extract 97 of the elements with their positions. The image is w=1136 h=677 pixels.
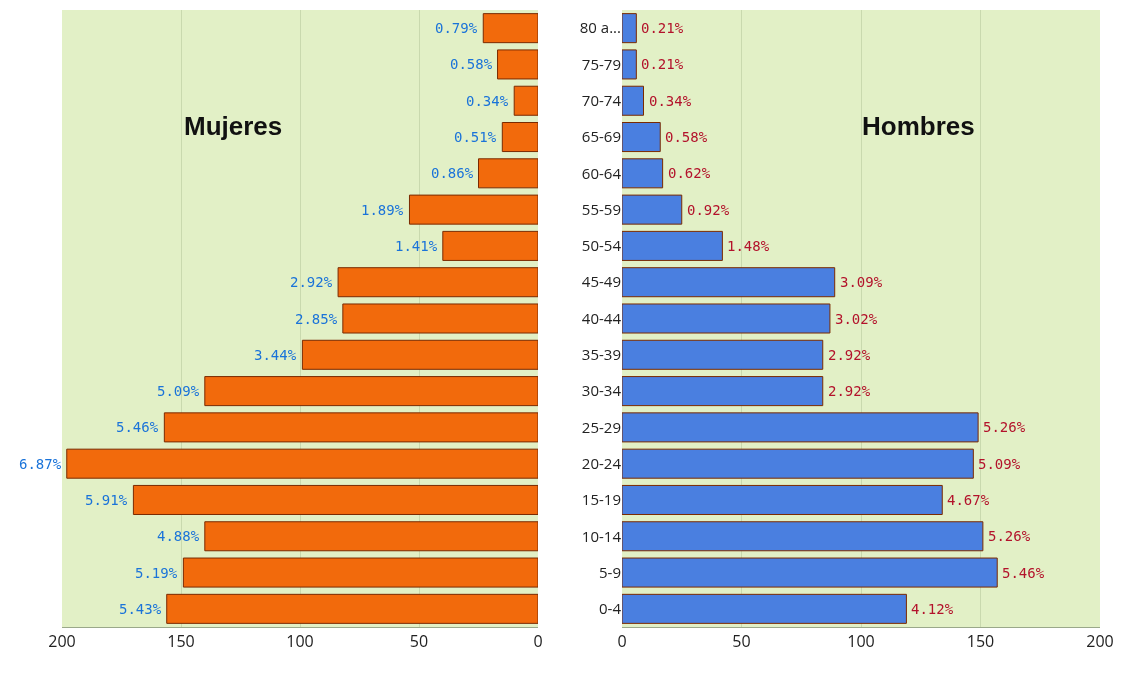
y-tick-label: 15-19 bbox=[581, 489, 621, 510]
y-tick-label: 20-24 bbox=[581, 452, 622, 473]
annotation: 3.02% bbox=[835, 311, 878, 327]
annotation: 2.92% bbox=[828, 383, 871, 399]
bar bbox=[166, 593, 538, 624]
annotation: 2.92% bbox=[290, 274, 333, 290]
annotation: 1.48% bbox=[727, 238, 770, 254]
y-tick-label: 45-49 bbox=[581, 271, 621, 292]
y-tick-label: 0-4 bbox=[599, 598, 622, 619]
bar bbox=[622, 412, 979, 443]
bar bbox=[622, 122, 661, 153]
annotation: 2.85% bbox=[295, 311, 338, 327]
bar bbox=[337, 267, 538, 298]
annotation: 5.26% bbox=[988, 528, 1031, 544]
bar bbox=[622, 521, 984, 552]
bar bbox=[204, 376, 538, 407]
annotation: 0.92% bbox=[687, 202, 730, 218]
y-tick-label: 75-79 bbox=[581, 53, 621, 74]
annotation: 0.58% bbox=[665, 129, 708, 145]
bar bbox=[622, 303, 831, 334]
annotation: 5.26% bbox=[983, 419, 1026, 435]
annotation: 2.92% bbox=[828, 347, 871, 363]
y-tick-label: 65-69 bbox=[581, 126, 621, 147]
x-tick-label: 50 bbox=[409, 630, 429, 653]
annotation: 3.09% bbox=[840, 274, 883, 290]
annotation: 1.41% bbox=[395, 238, 438, 254]
y-tick-label: 30-34 bbox=[581, 380, 622, 401]
bar bbox=[622, 85, 645, 116]
bar bbox=[622, 376, 824, 407]
bar bbox=[408, 194, 538, 225]
bar bbox=[622, 593, 907, 624]
x-tick-label: 100 bbox=[286, 630, 314, 653]
bar bbox=[622, 230, 723, 261]
x-tick-label: 50 bbox=[732, 630, 751, 653]
y-tick-label: 10-14 bbox=[581, 525, 622, 546]
bar bbox=[482, 13, 538, 44]
annotation: 0.21% bbox=[641, 56, 684, 72]
bar bbox=[497, 49, 538, 80]
text: Hombres bbox=[862, 111, 975, 141]
bar bbox=[342, 303, 538, 334]
bar bbox=[513, 85, 538, 116]
bar bbox=[622, 339, 824, 370]
x-tick-label: 0 bbox=[617, 630, 627, 653]
bar bbox=[622, 267, 836, 298]
text: Mujeres bbox=[184, 111, 283, 141]
annotation: 0.51% bbox=[454, 129, 497, 145]
y-tick-label: 25-29 bbox=[581, 416, 621, 437]
bar bbox=[622, 448, 974, 479]
bar bbox=[478, 158, 538, 189]
bar bbox=[622, 158, 664, 189]
annotation: 0.86% bbox=[431, 165, 474, 181]
bar bbox=[442, 230, 538, 261]
bar bbox=[622, 13, 637, 44]
annotation: 0.34% bbox=[649, 93, 692, 109]
annotation: 5.91% bbox=[85, 492, 128, 508]
bar bbox=[182, 557, 538, 588]
y-tick-label: 35-39 bbox=[581, 344, 621, 365]
annotation: 5.09% bbox=[978, 456, 1021, 472]
annotation: 5.19% bbox=[135, 565, 178, 581]
annotation: 1.89% bbox=[361, 202, 404, 218]
annotation: 0.79% bbox=[435, 20, 478, 36]
annotation: 4.88% bbox=[157, 528, 200, 544]
x-tick-label: 150 bbox=[966, 630, 995, 653]
y-tick-label: 70-74 bbox=[581, 89, 622, 110]
bar bbox=[622, 194, 683, 225]
y-tick-label: 80 a... bbox=[579, 17, 621, 38]
annotation: 0.34% bbox=[466, 93, 509, 109]
annotation: 5.09% bbox=[157, 383, 200, 399]
x-tick-label: 100 bbox=[847, 630, 875, 653]
x-tick-label: 150 bbox=[167, 630, 195, 653]
annotation: 6.87% bbox=[19, 456, 62, 472]
bar bbox=[301, 339, 538, 370]
bar bbox=[132, 484, 538, 515]
annotation: 5.46% bbox=[1002, 565, 1045, 581]
y-tick-label: 55-59 bbox=[581, 198, 621, 219]
y-tick-label: 50-54 bbox=[581, 235, 622, 256]
annotation: 0.58% bbox=[450, 56, 493, 72]
annotation: 3.44% bbox=[254, 347, 297, 363]
x-tick-label: 0 bbox=[533, 630, 543, 653]
bar bbox=[622, 484, 943, 515]
annotation: 4.67% bbox=[947, 492, 990, 508]
bar bbox=[66, 448, 538, 479]
bar bbox=[501, 122, 538, 153]
bar bbox=[622, 557, 998, 588]
x-tick-label: 200 bbox=[1086, 630, 1114, 653]
bar bbox=[204, 521, 538, 552]
annotation: 4.12% bbox=[911, 601, 954, 617]
y-tick-label: 40-44 bbox=[581, 307, 622, 328]
bar bbox=[163, 412, 538, 443]
annotation: 0.21% bbox=[641, 20, 684, 36]
annotation: 0.62% bbox=[668, 165, 711, 181]
annotation: 5.43% bbox=[119, 601, 162, 617]
annotation: 5.46% bbox=[116, 419, 159, 435]
y-tick-label: 60-64 bbox=[581, 162, 622, 183]
bar bbox=[622, 49, 637, 80]
y-tick-label: 5-9 bbox=[599, 561, 621, 582]
x-tick-label: 200 bbox=[48, 630, 76, 653]
